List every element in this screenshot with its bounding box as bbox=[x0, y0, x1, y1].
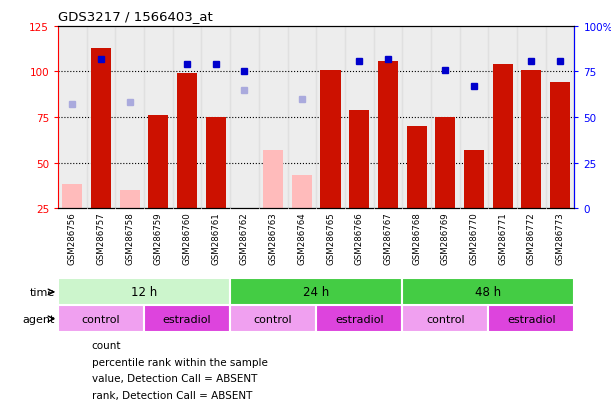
Bar bbox=[230, 279, 402, 306]
Bar bbox=[62, 185, 82, 209]
Text: estradiol: estradiol bbox=[507, 314, 555, 324]
Text: GSM286768: GSM286768 bbox=[412, 212, 421, 265]
Text: 48 h: 48 h bbox=[475, 286, 502, 299]
Text: control: control bbox=[254, 314, 293, 324]
Bar bbox=[58, 306, 144, 332]
Bar bbox=[202, 27, 230, 209]
Text: estradiol: estradiol bbox=[335, 314, 384, 324]
Bar bbox=[148, 116, 169, 209]
Bar bbox=[263, 150, 284, 209]
Bar bbox=[402, 306, 488, 332]
Bar bbox=[464, 150, 484, 209]
Text: agent: agent bbox=[23, 314, 55, 324]
Bar bbox=[492, 65, 513, 209]
Text: GSM286764: GSM286764 bbox=[298, 212, 306, 265]
Bar bbox=[378, 62, 398, 209]
Text: GSM286769: GSM286769 bbox=[441, 212, 450, 265]
Text: GSM286773: GSM286773 bbox=[555, 212, 565, 265]
Bar bbox=[173, 27, 202, 209]
Text: GSM286767: GSM286767 bbox=[383, 212, 392, 265]
Bar bbox=[373, 27, 402, 209]
Bar bbox=[259, 27, 288, 209]
Text: percentile rank within the sample: percentile rank within the sample bbox=[92, 357, 268, 367]
Text: GSM286757: GSM286757 bbox=[97, 212, 106, 265]
Text: count: count bbox=[92, 340, 121, 350]
Bar bbox=[58, 27, 87, 209]
Bar bbox=[144, 27, 173, 209]
Text: GSM286759: GSM286759 bbox=[154, 212, 163, 265]
Text: control: control bbox=[426, 314, 464, 324]
Text: GSM286758: GSM286758 bbox=[125, 212, 134, 265]
Bar bbox=[177, 74, 197, 209]
Bar bbox=[521, 71, 541, 209]
Bar bbox=[120, 190, 140, 209]
Bar bbox=[488, 27, 517, 209]
Text: GSM286770: GSM286770 bbox=[469, 212, 478, 265]
Text: estradiol: estradiol bbox=[163, 314, 211, 324]
Text: GSM286765: GSM286765 bbox=[326, 212, 335, 265]
Text: GSM286766: GSM286766 bbox=[355, 212, 364, 265]
Text: GSM286761: GSM286761 bbox=[211, 212, 221, 265]
Text: value, Detection Call = ABSENT: value, Detection Call = ABSENT bbox=[92, 373, 257, 383]
Bar bbox=[402, 279, 574, 306]
Bar bbox=[87, 27, 115, 209]
Text: GSM286762: GSM286762 bbox=[240, 212, 249, 265]
Bar bbox=[488, 306, 574, 332]
Text: rank, Detection Call = ABSENT: rank, Detection Call = ABSENT bbox=[92, 390, 252, 400]
Bar bbox=[91, 49, 111, 209]
Text: 12 h: 12 h bbox=[131, 286, 157, 299]
Bar bbox=[406, 127, 426, 209]
Text: GSM286771: GSM286771 bbox=[498, 212, 507, 265]
Bar bbox=[292, 176, 312, 209]
Bar bbox=[402, 27, 431, 209]
Bar bbox=[546, 27, 574, 209]
Bar bbox=[230, 306, 316, 332]
Bar bbox=[550, 83, 570, 209]
Text: GSM286763: GSM286763 bbox=[269, 212, 277, 265]
Bar bbox=[435, 118, 455, 209]
Bar bbox=[206, 118, 226, 209]
Text: time: time bbox=[30, 287, 55, 297]
Bar bbox=[288, 27, 316, 209]
Bar bbox=[431, 27, 459, 209]
Bar bbox=[316, 306, 402, 332]
Text: GDS3217 / 1566403_at: GDS3217 / 1566403_at bbox=[58, 10, 213, 23]
Text: 24 h: 24 h bbox=[303, 286, 329, 299]
Bar bbox=[316, 27, 345, 209]
Text: GSM286772: GSM286772 bbox=[527, 212, 536, 265]
Bar bbox=[345, 27, 373, 209]
Text: control: control bbox=[82, 314, 120, 324]
Bar bbox=[230, 27, 259, 209]
Bar bbox=[517, 27, 546, 209]
Bar bbox=[58, 279, 230, 306]
Bar bbox=[349, 110, 369, 209]
Text: GSM286756: GSM286756 bbox=[68, 212, 77, 265]
Bar bbox=[321, 71, 340, 209]
Bar bbox=[115, 27, 144, 209]
Text: GSM286760: GSM286760 bbox=[183, 212, 192, 265]
Bar bbox=[144, 306, 230, 332]
Bar bbox=[459, 27, 488, 209]
